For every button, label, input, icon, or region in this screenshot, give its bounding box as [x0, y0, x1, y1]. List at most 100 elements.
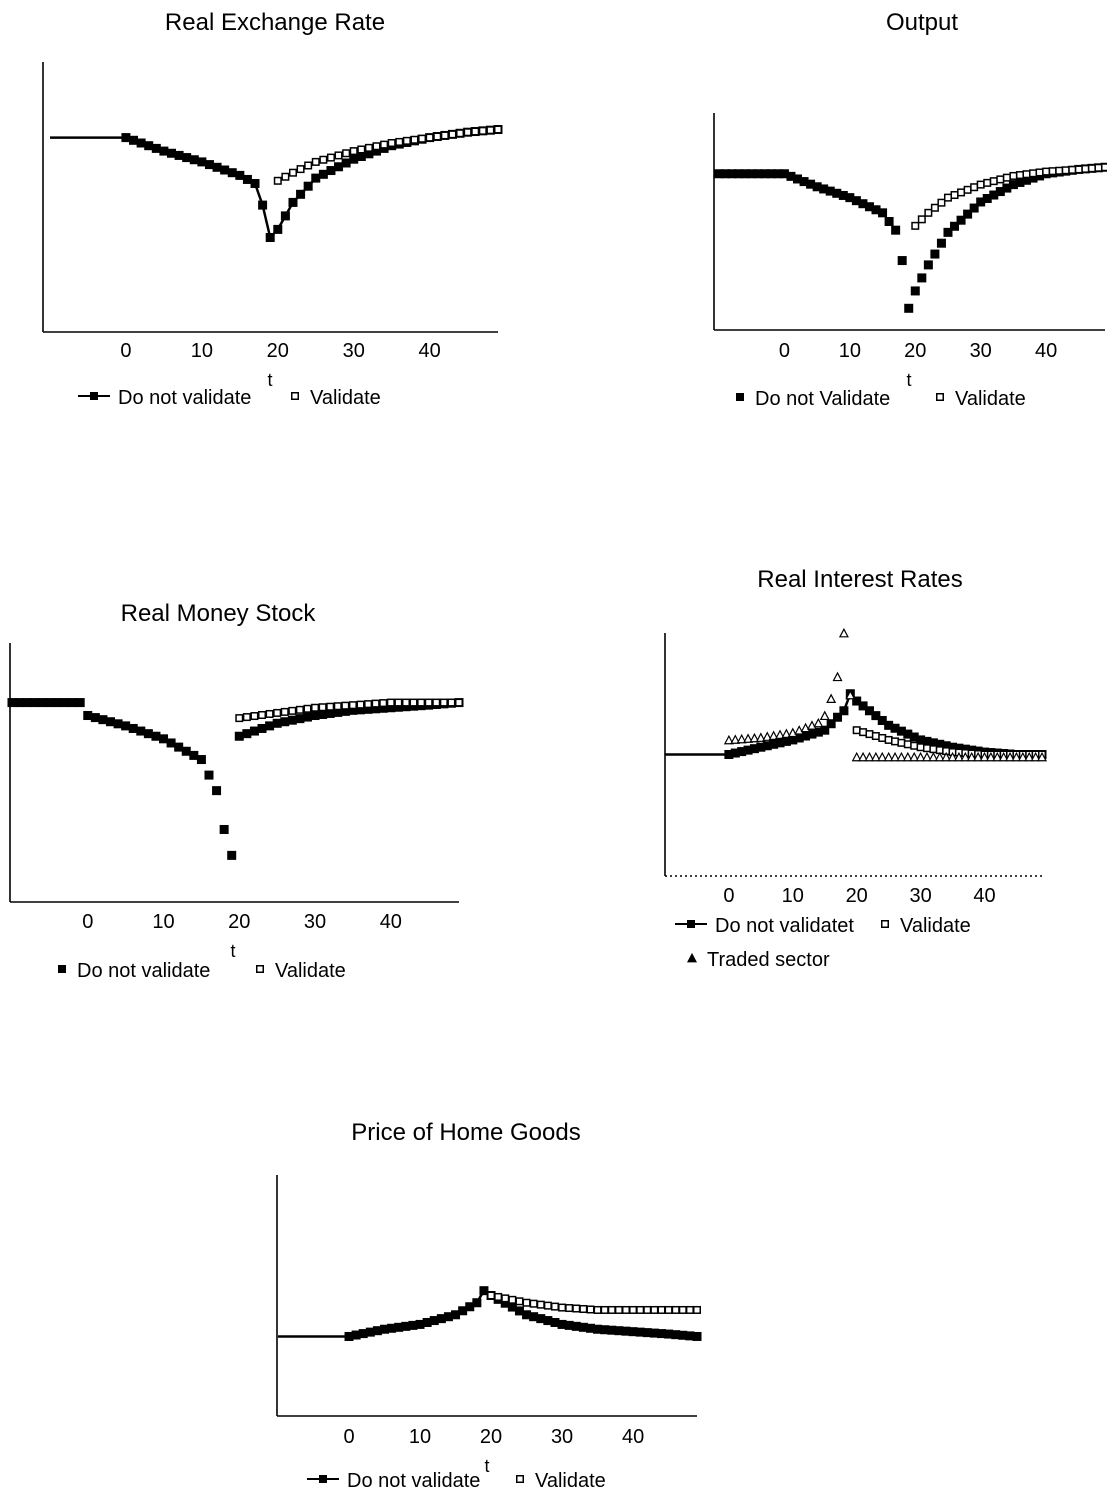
- x-tick-label: 20: [846, 885, 868, 907]
- data-point: [295, 705, 304, 714]
- data-point: [242, 729, 252, 739]
- legend-label: Validate: [955, 388, 1026, 410]
- data-point: [105, 717, 115, 727]
- x-tick-label: 40: [380, 911, 402, 933]
- data-point: [858, 701, 868, 711]
- data-point: [557, 1319, 567, 1329]
- data-point: [852, 726, 861, 735]
- data-point: [487, 1291, 496, 1300]
- data-point: [864, 706, 874, 716]
- data-point: [342, 149, 351, 158]
- data-point: [302, 712, 312, 722]
- data-point: [941, 741, 951, 751]
- data-point: [325, 708, 335, 718]
- data-point: [410, 135, 419, 144]
- data-point: [614, 1326, 624, 1336]
- data-point: [656, 1329, 666, 1339]
- data-point: [341, 158, 351, 168]
- data-point: [45, 698, 55, 708]
- data-point: [15, 698, 25, 708]
- data-point: [422, 1317, 432, 1327]
- data-point: [265, 233, 275, 242]
- data-point: [896, 726, 906, 736]
- real-money-stock-chart: Real Money Stock 0 10 20 30 40 t Do not validat…: [7, 600, 464, 982]
- chart-title: Real Money Stock: [121, 600, 317, 627]
- data-point: [678, 1330, 688, 1340]
- legend-label: Validate: [900, 915, 971, 937]
- data-point: [408, 1320, 418, 1330]
- data-point: [807, 729, 817, 739]
- data-point: [924, 208, 933, 217]
- data-point: [166, 148, 176, 158]
- data-point: [736, 733, 747, 744]
- data-point: [425, 133, 434, 142]
- data-point: [845, 689, 856, 700]
- data-point: [930, 203, 939, 212]
- data-point: [22, 698, 32, 708]
- data-point: [693, 1305, 701, 1314]
- data-point: [877, 715, 887, 725]
- data-point: [364, 143, 373, 152]
- data-point: [721, 169, 731, 179]
- series-1: [273, 125, 502, 185]
- data-point: [281, 172, 290, 181]
- data-point: [943, 227, 953, 237]
- data-point: [364, 700, 373, 709]
- data-point: [947, 751, 958, 762]
- data-point: [593, 1324, 603, 1334]
- data-point: [1005, 751, 1016, 762]
- x-tick-label: 10: [152, 911, 174, 933]
- legend-entry: Validate: [881, 915, 971, 937]
- data-point: [326, 702, 335, 711]
- data-point: [753, 169, 763, 179]
- data-point: [692, 1331, 702, 1341]
- data-point: [348, 705, 358, 715]
- x-axis-label: t: [267, 370, 272, 390]
- x-axis-label: t: [484, 1456, 489, 1476]
- data-point: [985, 751, 996, 762]
- data-point: [7, 698, 17, 708]
- data-point: [740, 169, 750, 179]
- data-point: [1030, 751, 1041, 762]
- data-point: [402, 136, 411, 145]
- data-point: [928, 751, 939, 762]
- legend-entry: Do not validatet: [675, 915, 854, 937]
- chart-title: Output: [886, 9, 958, 36]
- legend-label: Do not validate: [347, 1470, 480, 1492]
- data-point: [995, 187, 1005, 197]
- data-point: [304, 161, 313, 170]
- data-point: [1017, 751, 1028, 762]
- legend-label: Traded sector: [707, 949, 830, 971]
- data-point: [189, 750, 199, 760]
- data-point: [380, 140, 389, 149]
- data-point: [934, 751, 945, 762]
- data-point: [234, 731, 244, 741]
- legend-entry: Validate: [936, 388, 1026, 410]
- x-tick-label: 40: [419, 340, 441, 362]
- legend-marker: [516, 1475, 524, 1483]
- data-point: [273, 224, 283, 234]
- data-point: [273, 708, 282, 717]
- data-point: [448, 130, 457, 139]
- x-tick-label: 20: [480, 1426, 502, 1448]
- data-point: [643, 1305, 652, 1314]
- data-point: [781, 736, 791, 746]
- data-point: [976, 197, 986, 207]
- data-point: [826, 719, 836, 729]
- data-point: [832, 188, 842, 198]
- data-point: [265, 721, 275, 731]
- data-point: [409, 698, 418, 707]
- data-point: [664, 1329, 674, 1339]
- data-point: [311, 173, 321, 183]
- legend-entry: Do not Validate: [736, 388, 890, 410]
- data-point: [249, 726, 259, 736]
- data-point: [212, 786, 222, 796]
- data-point: [928, 738, 938, 748]
- legend-marker: [90, 392, 98, 400]
- data-point: [916, 743, 925, 752]
- data-point: [793, 174, 803, 184]
- data-point: [365, 1327, 375, 1337]
- data-point: [1037, 751, 1047, 762]
- data-point: [845, 193, 855, 203]
- data-point: [966, 751, 977, 762]
